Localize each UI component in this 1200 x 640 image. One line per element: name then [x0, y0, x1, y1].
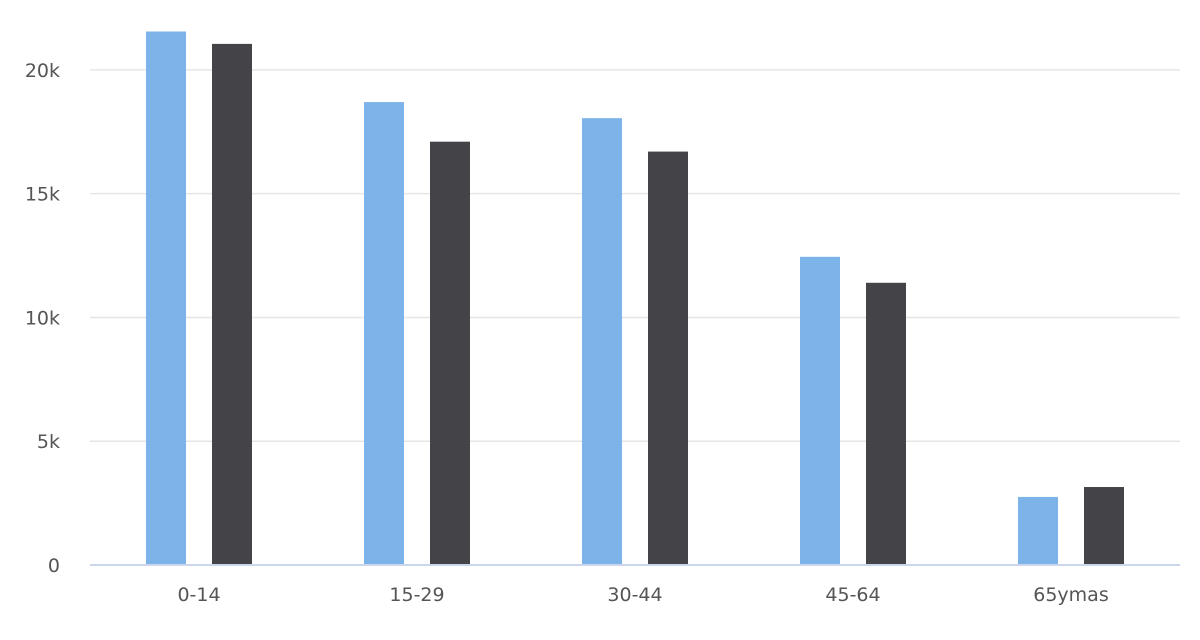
bar-series-1-65ymas[interactable] [1018, 496, 1058, 565]
y-tick-label: 20k [25, 60, 60, 82]
bar-series-2-65ymas[interactable] [1084, 487, 1124, 565]
y-tick-label: 5k [37, 431, 60, 453]
y-axis: 0 5k 10k 15k 20k [25, 60, 60, 577]
x-axis: 0-14 15-29 30-44 45-64 65ymas [90, 564, 1180, 606]
y-tick-label: 10k [25, 307, 60, 329]
bar-series-1-0-14[interactable] [146, 31, 186, 566]
bar-series-1-45-64[interactable] [800, 256, 840, 565]
bar-series-2-30-44[interactable] [648, 151, 688, 566]
y-tick-label: 15k [25, 184, 60, 206]
bar-series-2-45-64[interactable] [866, 282, 906, 565]
x-tick-label: 0-14 [177, 584, 220, 606]
bars [146, 31, 1124, 566]
bar-series-2-0-14[interactable] [212, 43, 252, 565]
x-tick-label: 15-29 [389, 584, 444, 606]
y-tick-label: 0 [48, 555, 60, 577]
x-tick-label: 65ymas [1033, 584, 1108, 606]
x-tick-label: 45-64 [825, 584, 880, 606]
bar-series-1-30-44[interactable] [582, 118, 622, 565]
bar-series-2-15-29[interactable] [430, 141, 470, 565]
bar-series-1-15-29[interactable] [364, 102, 404, 566]
x-tick-label: 30-44 [607, 584, 662, 606]
gridlines [90, 69, 1180, 442]
